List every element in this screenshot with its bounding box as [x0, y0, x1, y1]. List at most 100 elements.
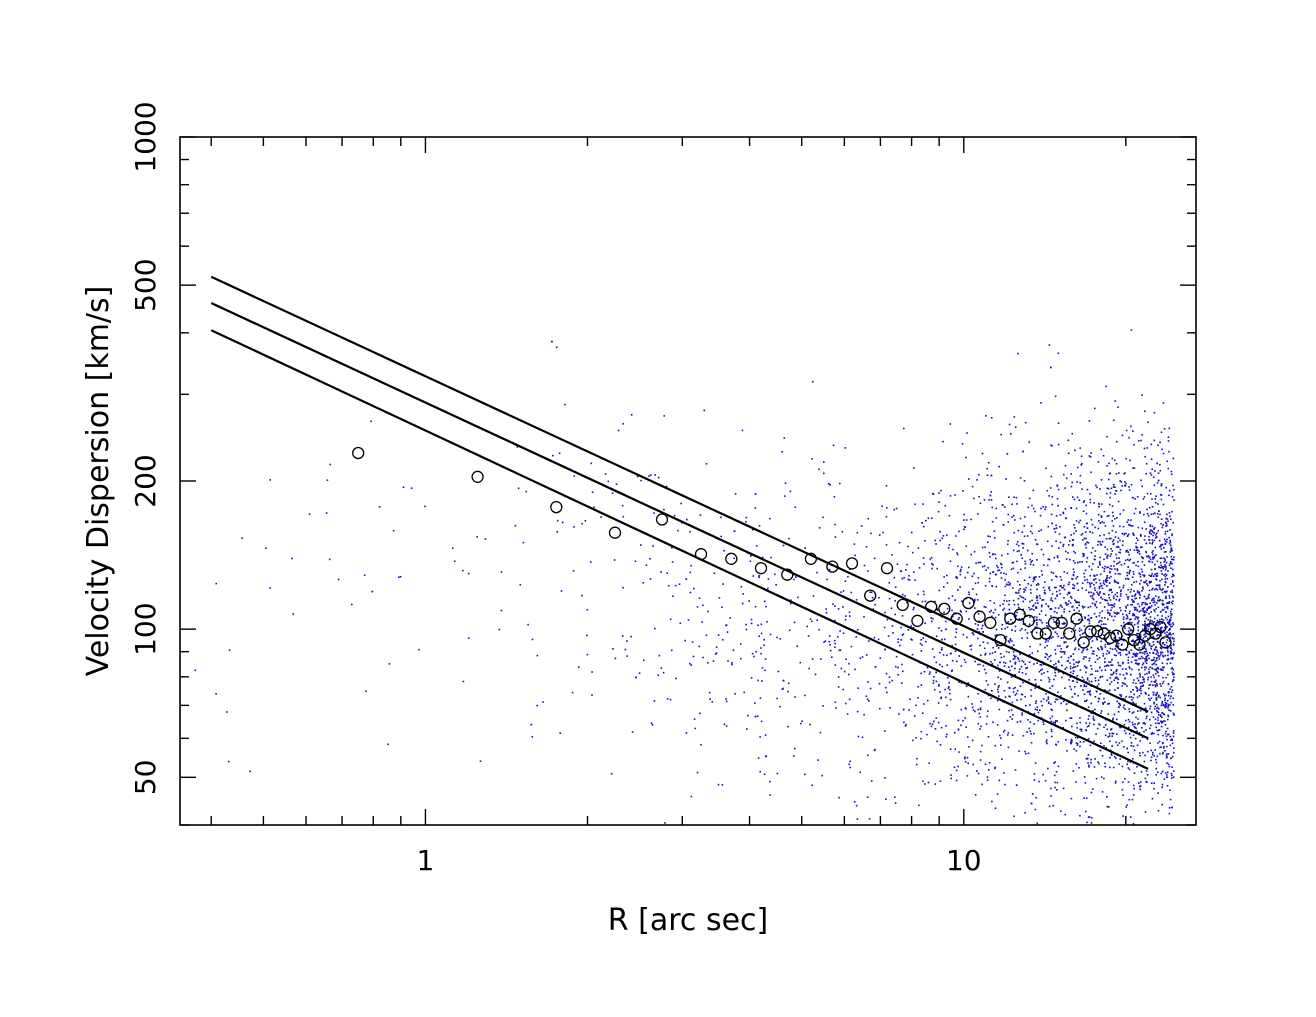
background-dot — [1034, 678, 1037, 681]
background-dot — [931, 563, 933, 565]
background-dot — [1125, 719, 1127, 722]
background-dot — [804, 694, 806, 697]
background-dot — [1062, 726, 1064, 729]
background-dot — [1030, 608, 1033, 610]
background-dot — [1159, 546, 1161, 548]
background-dot — [1036, 706, 1039, 708]
background-dot — [1093, 574, 1096, 577]
background-dot — [1173, 747, 1175, 749]
data-point — [925, 600, 938, 613]
background-dot — [1127, 726, 1130, 729]
background-dot — [1091, 673, 1093, 676]
background-dot — [929, 671, 931, 673]
background-dot — [1110, 728, 1113, 730]
background-dot — [1119, 590, 1122, 593]
background-dot — [1101, 617, 1103, 619]
background-dot — [371, 590, 374, 593]
background-dot — [1024, 663, 1026, 665]
background-dot — [925, 640, 927, 643]
background-dot — [1161, 783, 1164, 786]
background-dot — [859, 771, 862, 774]
background-dot — [1005, 478, 1007, 480]
background-dot — [645, 564, 648, 566]
background-dot — [1152, 476, 1155, 478]
background-dot — [1156, 706, 1159, 709]
background-dot — [1094, 550, 1097, 552]
background-dot — [1148, 593, 1150, 596]
background-dot — [1171, 777, 1173, 779]
background-dot — [1136, 632, 1138, 635]
background-dot — [607, 480, 610, 483]
background-dot — [1076, 727, 1078, 729]
background-dot — [1110, 604, 1112, 606]
background-dot — [1034, 510, 1036, 513]
background-dot — [1000, 562, 1002, 565]
background-dot — [1153, 676, 1155, 679]
background-dot — [1160, 630, 1163, 632]
background-dot — [1111, 673, 1113, 676]
background-dot — [1161, 615, 1163, 617]
background-dot — [1144, 691, 1147, 694]
background-dot — [921, 522, 923, 524]
background-dot — [1055, 662, 1057, 665]
background-dot — [1117, 572, 1120, 575]
background-dot — [1085, 656, 1087, 658]
background-dot — [946, 607, 949, 610]
background-dot — [754, 507, 757, 509]
background-dot — [1135, 682, 1137, 685]
background-dot — [1165, 755, 1168, 757]
background-dot — [1161, 566, 1163, 569]
background-dot — [888, 681, 891, 684]
background-dot — [1077, 662, 1079, 664]
background-dot — [1023, 591, 1025, 593]
background-dot — [1159, 580, 1161, 582]
background-dot — [1141, 652, 1144, 654]
background-dot — [1042, 698, 1045, 700]
background-dot — [1147, 607, 1149, 609]
background-dot — [1087, 754, 1090, 756]
background-dot — [1062, 637, 1065, 639]
background-dot — [1139, 687, 1142, 690]
data-point — [1077, 636, 1090, 649]
data-point — [1031, 627, 1044, 640]
background-dot — [1160, 484, 1163, 487]
background-dot — [1152, 684, 1154, 686]
background-dot — [1109, 472, 1112, 475]
background-dot — [1148, 623, 1151, 626]
background-dot — [1004, 696, 1007, 698]
background-dot — [591, 491, 594, 493]
background-dot — [723, 550, 725, 552]
background-dot — [1118, 637, 1121, 639]
background-dot — [1161, 609, 1164, 611]
background-dot — [1156, 619, 1159, 622]
background-dot — [1107, 690, 1109, 693]
background-dot — [1065, 550, 1067, 553]
background-dot — [1054, 597, 1057, 600]
background-dot — [1090, 518, 1093, 521]
background-dot — [819, 731, 822, 734]
background-dot — [990, 697, 992, 700]
background-dot — [1149, 532, 1151, 534]
background-dot — [790, 602, 792, 605]
background-dot — [992, 612, 995, 614]
background-dot — [1109, 612, 1111, 615]
background-dot — [1068, 544, 1070, 546]
background-dot — [895, 655, 898, 658]
background-dot — [807, 635, 810, 637]
background-dot — [1116, 687, 1119, 689]
background-dot — [1088, 618, 1090, 621]
background-dot — [635, 676, 637, 679]
background-dot — [1050, 703, 1052, 705]
background-dot — [1078, 644, 1081, 646]
background-dot — [1022, 597, 1025, 599]
background-dot — [530, 723, 533, 726]
background-dot — [954, 732, 956, 734]
background-dot — [1154, 546, 1156, 549]
background-dot — [1044, 641, 1047, 643]
background-dot — [1171, 774, 1173, 777]
background-dot — [1124, 683, 1127, 685]
background-dot — [720, 516, 722, 519]
background-dot — [1154, 563, 1156, 566]
background-dot — [1033, 723, 1035, 725]
background-dot — [1162, 753, 1164, 755]
